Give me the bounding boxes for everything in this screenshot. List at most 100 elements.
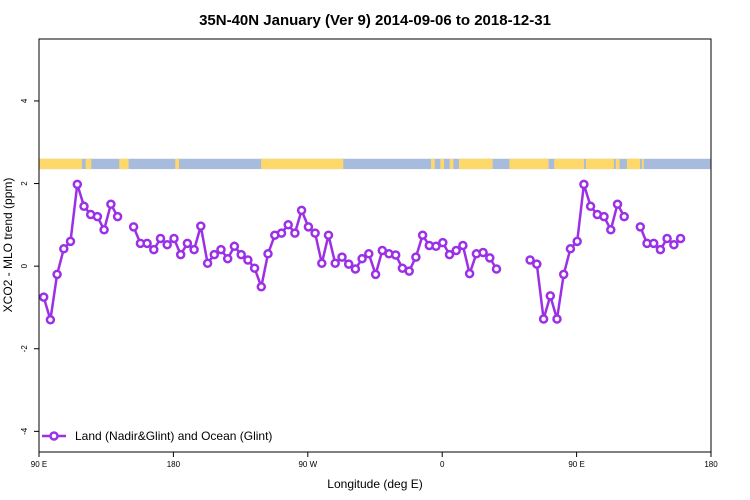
series-layer — [38, 179, 686, 325]
data-point — [216, 244, 226, 255]
data-point — [169, 233, 179, 244]
x-tick-label: 90 E — [31, 460, 47, 469]
data-point — [263, 249, 273, 259]
data-point — [464, 268, 475, 279]
data-point — [276, 228, 287, 238]
data-point — [128, 222, 139, 232]
data-point — [662, 233, 672, 244]
land-span — [627, 158, 641, 170]
data-point — [290, 228, 300, 238]
data-point — [565, 244, 576, 254]
data-point — [92, 211, 103, 222]
land-span — [509, 158, 549, 170]
y-tick-label: 4 — [20, 98, 29, 103]
data-point — [585, 201, 596, 212]
data-point — [444, 249, 455, 260]
data-point — [404, 266, 414, 276]
y-tick-label: 0 — [20, 263, 29, 268]
land-span — [459, 158, 493, 170]
data-point — [72, 179, 83, 190]
data-point — [438, 237, 448, 248]
land-span — [641, 158, 644, 170]
y-tick-label: -4 — [20, 427, 29, 435]
data-point — [45, 315, 56, 325]
data-point — [411, 252, 421, 262]
data-point — [317, 258, 327, 269]
data-point — [256, 282, 267, 292]
data-point — [350, 264, 361, 274]
data-point — [635, 222, 646, 232]
data-point — [283, 220, 293, 230]
data-point — [65, 236, 76, 247]
land-span — [440, 158, 445, 170]
data-point — [431, 241, 441, 252]
data-point — [579, 179, 589, 190]
x-tick-label: 0 — [440, 460, 445, 469]
data-point — [222, 253, 233, 264]
x-tick-label: 90 E — [568, 460, 584, 469]
data-point — [545, 291, 556, 301]
land-span — [554, 158, 585, 170]
data-point — [337, 252, 347, 262]
data-point — [243, 255, 253, 265]
data-point — [296, 205, 307, 216]
data-point — [532, 259, 542, 269]
data-point — [323, 230, 334, 240]
data-point — [491, 264, 502, 274]
data-point — [675, 233, 686, 244]
data-point — [552, 314, 562, 324]
data-point — [249, 263, 260, 273]
data-point — [189, 244, 199, 255]
land-span — [261, 158, 344, 170]
data-point — [142, 238, 152, 249]
data-point — [99, 225, 109, 235]
y-tick-label: 2 — [20, 181, 29, 186]
data-point — [330, 258, 340, 269]
data-point — [370, 269, 381, 280]
data-point — [538, 314, 549, 324]
data-point — [79, 201, 89, 212]
data-point — [112, 211, 123, 222]
data-point — [343, 259, 354, 269]
axis-layer: 90 E 180 90 W 0 90 E 180 -4 -2 0 2 4 — [20, 98, 718, 469]
plot-frame — [38, 38, 712, 453]
data-point — [478, 247, 488, 258]
series-line — [529, 183, 626, 321]
data-point — [236, 249, 246, 260]
data-point — [202, 258, 213, 269]
land-span — [615, 158, 620, 170]
data-point — [149, 244, 159, 255]
data-point — [558, 269, 569, 280]
land-span — [119, 158, 129, 170]
data-point — [229, 241, 240, 252]
land-span — [39, 158, 82, 170]
ocean-band — [39, 158, 711, 170]
data-point — [599, 211, 609, 222]
land-span — [585, 158, 614, 170]
x-tick-label: 90 W — [298, 460, 317, 469]
chart-title: 35N-40N January (Ver 9) 2014-09-06 to 20… — [199, 12, 551, 29]
data-point — [390, 250, 401, 260]
legend-marker — [49, 431, 59, 441]
land-ocean-strip — [39, 158, 711, 170]
data-point — [364, 249, 374, 259]
data-point — [612, 199, 623, 209]
data-point — [209, 249, 220, 260]
data-point — [485, 253, 495, 263]
legend-label: Land (Nadir&Glint) and Ocean (Glint) — [75, 429, 272, 443]
data-point — [619, 211, 629, 222]
data-point — [303, 222, 314, 232]
land-span — [449, 158, 454, 170]
land-span — [85, 158, 92, 170]
data-point — [106, 199, 116, 209]
x-tick-label: 180 — [704, 460, 718, 469]
data-point — [182, 238, 193, 249]
data-point — [417, 230, 428, 240]
data-point — [175, 249, 186, 260]
y-tick-label: -2 — [20, 345, 29, 353]
data-point — [59, 244, 69, 254]
data-point — [162, 239, 172, 250]
data-point — [648, 238, 659, 249]
